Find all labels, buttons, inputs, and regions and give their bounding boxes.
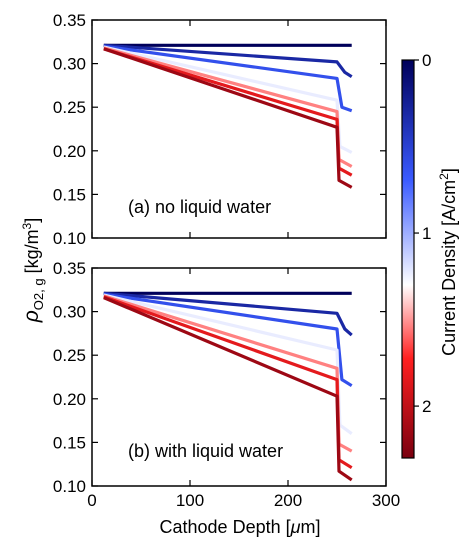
colorbar-tick-label-0: 0 — [422, 51, 431, 70]
panel-a-series-4 — [103, 46, 353, 168]
panel-b-series-group — [103, 291, 353, 482]
colorbar-title-superscript: 2 — [437, 173, 451, 180]
y-axis-label-units: [kg/m — [22, 229, 42, 278]
panel-b: 0.10 0.15 0.20 0.25 0.30 0.35 0 100 200 300 (b) w… — [53, 259, 400, 510]
panel-a-y-tick-label-3: 0.25 — [53, 98, 86, 117]
colorbar-title: Current Density [A/cm2] — [437, 168, 459, 356]
panel-a-series-1 — [103, 43, 353, 79]
panel-b-y-tick-label-3: 0.25 — [53, 346, 86, 365]
panel-a: 0.10 0.15 0.20 0.25 0.30 0.35 (a) no liquid w… — [53, 11, 387, 248]
panel-a-annotation: (a) no liquid water — [128, 197, 271, 217]
panel-a-y-tick-label-0: 0.10 — [53, 229, 86, 248]
colorbar-ticks: 0 1 2 — [414, 51, 431, 416]
y-axis-label-rho: ρ — [20, 310, 43, 323]
panel-a-series-group — [103, 43, 353, 189]
panel-b-x-tick-label-1: 100 — [176, 491, 204, 510]
x-axis-label-mu: μ — [290, 517, 301, 537]
panel-a-y-tick-label-4: 0.30 — [53, 55, 86, 74]
panel-b-y-tick-label-4: 0.30 — [53, 303, 86, 322]
panel-a-series-5 — [103, 47, 353, 177]
panel-b-y-tick-label-0: 0.10 — [53, 477, 86, 496]
panel-b-ticks: 0.10 0.15 0.20 0.25 0.30 0.35 0 100 200 300 — [53, 259, 400, 510]
panel-b-series-6 — [103, 296, 353, 482]
y-axis-label-close: ] — [22, 218, 42, 223]
panel-a-series-6 — [103, 47, 353, 189]
panel-a-frame — [91, 19, 387, 239]
panel-b-series-4 — [103, 294, 353, 453]
panel-a-y-tick-label-1: 0.15 — [53, 185, 86, 204]
panel-a-series-2 — [103, 44, 353, 113]
panel-b-series-2 — [103, 292, 353, 388]
colorbar-tick-label-2: 2 — [422, 397, 431, 416]
panel-b-y-tick-label-2: 0.20 — [53, 390, 86, 409]
x-axis-label: Cathode Depth [μm] — [160, 517, 321, 537]
panel-b-annotation: (b) with liquid water — [128, 441, 283, 461]
panel-b-frame — [91, 267, 387, 487]
colorbar: 012 Current Density [A/cm2] — [401, 51, 459, 459]
y-axis-label: ρO2, g [kg/m3] — [20, 218, 46, 324]
panel-b-x-tick-label-3: 300 — [372, 491, 400, 510]
panel-b-x-tick-label-2: 200 — [274, 491, 302, 510]
panel-b-y-tick-label-5: 0.35 — [53, 259, 86, 278]
x-axis-label-prefix: Cathode Depth [ — [160, 517, 291, 537]
x-axis-label-suffix: m] — [300, 517, 320, 537]
colorbar-gradient — [401, 59, 415, 459]
panel-a-y-tick-label-2: 0.20 — [53, 142, 86, 161]
colorbar-title-text: Current Density [A/cm — [439, 180, 459, 356]
panel-b-y-tick-label-1: 0.15 — [53, 433, 86, 452]
y-axis-label-superscript: 3 — [20, 222, 34, 229]
y-axis-label-subscript: O2, g — [31, 278, 46, 310]
colorbar-title-close: ] — [439, 168, 459, 173]
panel-b-x-tick-label-0: 0 — [87, 491, 96, 510]
panel-b-series-1 — [103, 291, 353, 337]
colorbar-tick-label-1: 1 — [422, 224, 431, 243]
panel-b-series-3 — [103, 293, 353, 435]
panel-a-y-tick-label-5: 0.35 — [53, 11, 86, 30]
